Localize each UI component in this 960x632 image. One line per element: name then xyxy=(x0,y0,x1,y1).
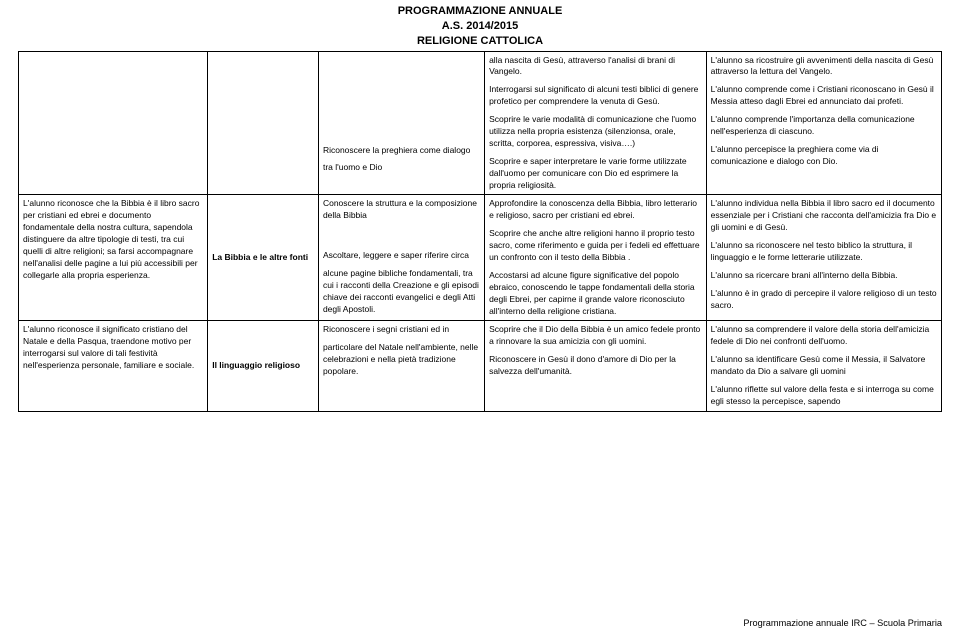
cell-competenze: L'alunno sa ricostruire gli avvenimenti … xyxy=(706,51,941,195)
header-line1: PROGRAMMAZIONE ANNUALE xyxy=(18,4,942,19)
cell-nucleo xyxy=(208,51,319,195)
cell-contenuti: Approfondire la conoscenza della Bibbia,… xyxy=(485,195,707,321)
page-footer: Programmazione annuale IRC – Scuola Prim… xyxy=(743,618,942,628)
cell-competenze: L'alunno individua nella Bibbia il libro… xyxy=(706,195,941,321)
cell-contenuti: Scoprire che il Dio della Bibbia è un am… xyxy=(485,321,707,411)
cell-obiettivi: Conoscere la struttura e la composizione… xyxy=(318,195,484,321)
cell-obiettivi: Riconoscere i segni cristiani ed in part… xyxy=(318,321,484,411)
cell-obiettivi: Riconoscere la preghiera come dialogo tr… xyxy=(318,51,484,195)
cell-contenuti: alla nascita di Gesù, attraverso l'anali… xyxy=(485,51,707,195)
curriculum-table: Riconoscere la preghiera come dialogo tr… xyxy=(18,51,942,412)
header-line2: A.S. 2014/2015 xyxy=(18,19,942,34)
header-line3: RELIGIONE CATTOLICA xyxy=(18,34,942,49)
doc-header: PROGRAMMAZIONE ANNUALE A.S. 2014/2015 RE… xyxy=(18,4,942,49)
cell-traguardi xyxy=(19,51,208,195)
cell-traguardi: L'alunno riconosce il significato cristi… xyxy=(19,321,208,411)
table-row: L'alunno riconosce che la Bibbia è il li… xyxy=(19,195,942,321)
cell-traguardi: L'alunno riconosce che la Bibbia è il li… xyxy=(19,195,208,321)
cell-competenze: L'alunno sa comprendere il valore della … xyxy=(706,321,941,411)
table-row: Riconoscere la preghiera come dialogo tr… xyxy=(19,51,942,195)
cell-nucleo: La Bibbia e le altre fonti xyxy=(208,195,319,321)
cell-nucleo: Il linguaggio religioso xyxy=(208,321,319,411)
table-row: L'alunno riconosce il significato cristi… xyxy=(19,321,942,411)
